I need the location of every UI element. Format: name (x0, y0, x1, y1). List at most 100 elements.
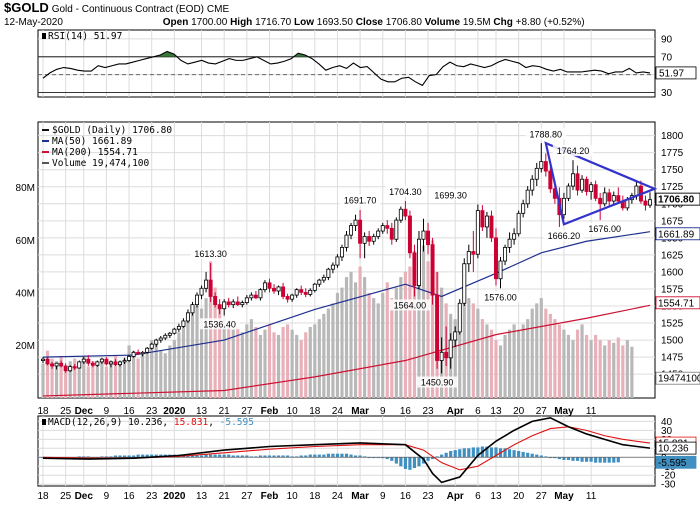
macd-hist-bar (132, 455, 136, 458)
candle (77, 360, 82, 369)
candle-body (285, 296, 290, 300)
candle-body (358, 219, 363, 244)
x-tick-label: 16 (400, 491, 412, 502)
candle (380, 222, 385, 234)
volume-bar (503, 334, 507, 398)
macd-legend-part: , (208, 417, 219, 428)
candle (50, 361, 55, 369)
candle (54, 362, 59, 370)
candle-body (149, 343, 154, 349)
macd-hist-bar (254, 456, 258, 458)
candle-body (335, 256, 340, 266)
volume-bar (485, 324, 489, 398)
rsi-legend-swatch (42, 33, 46, 39)
volume-bar (548, 313, 552, 398)
volume-bar (181, 324, 186, 398)
x-tick-label: 6 (475, 491, 481, 502)
exchange: CME (206, 4, 230, 15)
candle-body (398, 208, 403, 221)
x-tick-label: 16 (400, 406, 412, 417)
volume-bar (453, 319, 457, 398)
macd-hist-bar (109, 456, 113, 458)
candle (285, 293, 290, 303)
volume-bar (557, 324, 561, 398)
candle (593, 180, 598, 202)
candle-body (507, 238, 512, 248)
volume-bar (290, 329, 294, 398)
price-annotation-bg (584, 223, 625, 235)
macd-hist-bar (190, 455, 195, 458)
macd-y-tick: 30 (661, 426, 673, 437)
candle-body (471, 251, 476, 255)
price-y-tick: 1600 (661, 267, 684, 278)
candle-body (95, 361, 100, 366)
candle-body (122, 360, 127, 363)
macd-hist-bar (594, 457, 598, 463)
volume-bar (286, 324, 290, 398)
macd-hist-bar (344, 453, 349, 458)
volume-bar (498, 345, 503, 398)
high-value: 1716.70 (255, 17, 292, 28)
price-annotation: 1564.00 (394, 300, 427, 310)
candle-body (416, 238, 421, 286)
candle (213, 292, 218, 308)
x-tick-label: 23 (146, 406, 158, 417)
macd-hist-bar (322, 454, 326, 458)
candle-body (253, 294, 258, 299)
x-tick-label: 13 (490, 491, 502, 502)
macd-hist-bar (317, 454, 321, 458)
rsi-y-tick: 90 (661, 34, 673, 45)
candle (86, 355, 91, 366)
volume-bar (408, 266, 412, 398)
macd-hist-bar (512, 450, 516, 458)
macd-hist-bar (539, 455, 543, 458)
macd-hist-bar (199, 455, 204, 458)
candle (543, 153, 548, 177)
volume-bar (95, 363, 99, 398)
candle-body (63, 365, 68, 372)
candle (561, 192, 566, 219)
macd-hist-bar (571, 457, 575, 461)
macd-hist-bar (231, 455, 235, 458)
candle (507, 232, 512, 253)
price-annotation: 1788.80 (530, 129, 563, 139)
macd-hist-bar (100, 456, 104, 458)
candle-body (525, 189, 530, 205)
volume-bar (68, 361, 72, 398)
candle-body (258, 289, 263, 299)
candle (240, 300, 245, 308)
volume-bar (281, 327, 285, 398)
ma50-line (42, 231, 651, 358)
macd-hist-bar (557, 457, 561, 460)
candle-body (330, 264, 335, 270)
candle (104, 357, 109, 366)
candle-body (244, 297, 249, 303)
candle (344, 231, 349, 252)
price-tag-text: 1661.89 (658, 229, 695, 240)
rsi-overbought-fill (294, 53, 309, 57)
chg-label: Chg (493, 17, 513, 28)
candle (598, 192, 603, 221)
macd-hist-bar (363, 456, 367, 458)
candle-body (294, 289, 299, 296)
chart-header: $GOLD Gold - Continuous Contract (EOD) C… (4, 1, 696, 29)
candle-body (199, 287, 204, 296)
candle-body (530, 178, 535, 191)
macd-hist-bar (467, 448, 471, 458)
volume-bar (218, 308, 222, 398)
candle-body (167, 332, 172, 336)
candle-body (140, 351, 145, 355)
x-tick-label: Dec (75, 406, 94, 417)
volume-bar (353, 282, 358, 398)
volume-bar (199, 308, 204, 398)
x-tick-label: Mar (351, 406, 369, 417)
candle-body (281, 286, 286, 297)
x-tick-label: 23 (422, 491, 434, 502)
candle-body (276, 286, 281, 292)
x-tick-label: 21 (219, 491, 231, 502)
macd-hist-bar (462, 448, 466, 458)
price-annotation-bg (430, 189, 471, 201)
macd-hist-bar (281, 455, 285, 458)
candle-body (349, 225, 354, 236)
